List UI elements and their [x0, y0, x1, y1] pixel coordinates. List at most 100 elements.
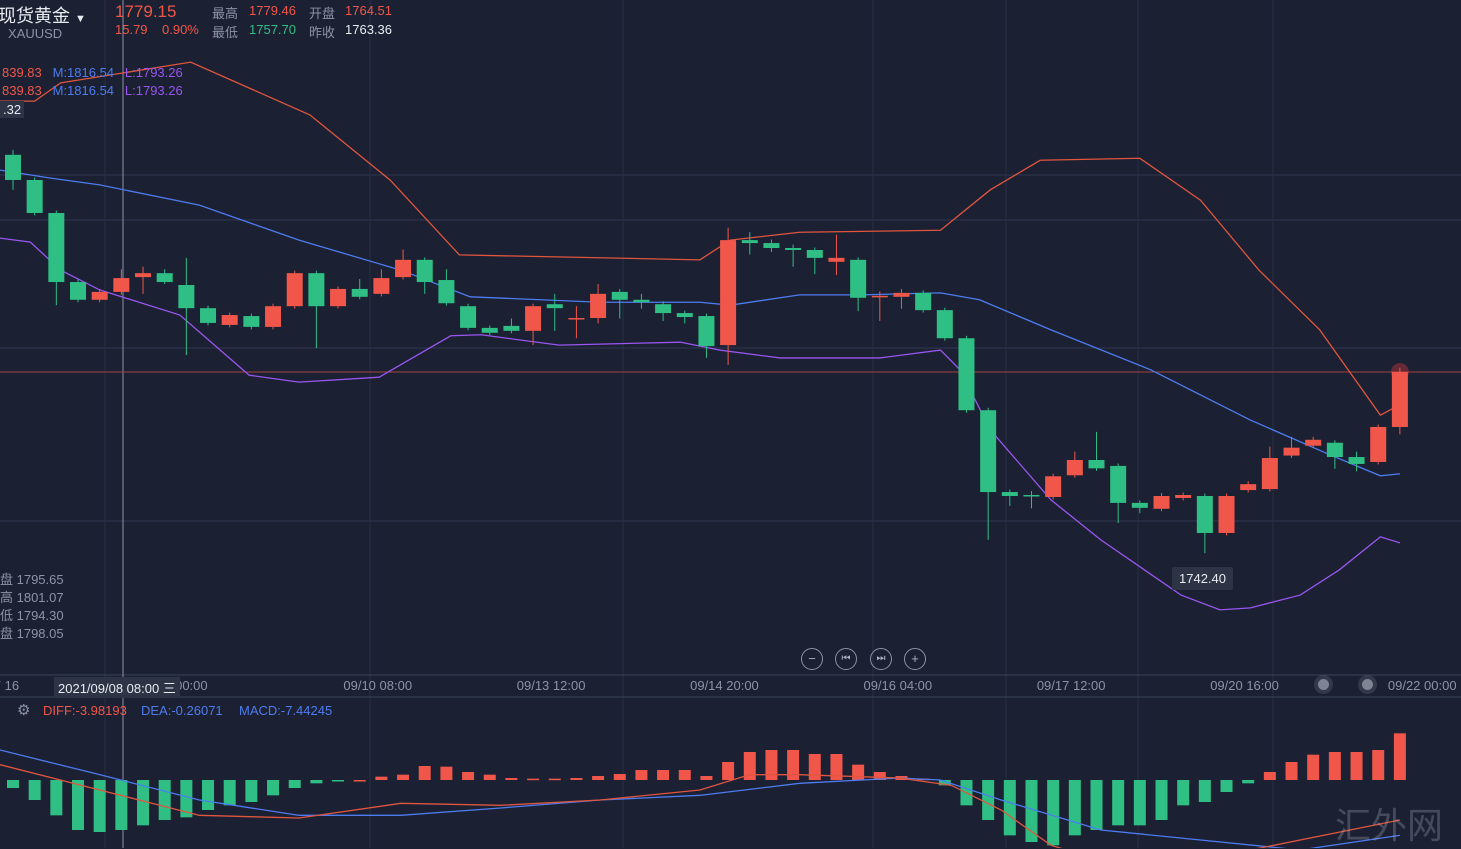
macd-bar — [809, 754, 821, 780]
candle-up — [265, 306, 281, 327]
candle-up — [395, 260, 411, 277]
macd-bar — [397, 775, 409, 780]
candle-up — [828, 258, 844, 262]
candle-down — [807, 250, 823, 258]
scroll-start-button[interactable]: ⏮ — [835, 648, 857, 670]
candle-down — [547, 304, 563, 308]
candle-down — [417, 260, 433, 282]
crosshair-time-label: 2021/09/08 08:00 三 — [54, 677, 180, 698]
candle-up — [135, 273, 151, 277]
high-value: 1779.46 — [249, 3, 296, 18]
macd-bar — [527, 779, 539, 781]
macd-bar — [72, 780, 84, 830]
macd-bar — [462, 772, 474, 780]
macd-bar — [1242, 780, 1254, 783]
macd-bar — [1134, 780, 1146, 825]
zoom-out-button[interactable]: − — [801, 648, 823, 670]
candle-up — [720, 240, 736, 345]
candle-up — [92, 292, 108, 300]
boll-upper-line — [0, 62, 1400, 415]
macd-bar — [787, 750, 799, 780]
candle-down — [243, 316, 259, 327]
symbol-name: 现货黄金 — [0, 6, 70, 26]
macd-bar — [1286, 762, 1298, 780]
boll-lower-line — [0, 238, 1400, 610]
symbol-code: XAUUSD — [8, 26, 62, 41]
candle-up — [1262, 458, 1278, 489]
zoom-in-button[interactable]: + — [904, 648, 926, 670]
candle-down — [958, 338, 974, 410]
macd-bar — [267, 780, 279, 795]
macd-bar — [852, 765, 864, 780]
candle-down — [612, 292, 628, 300]
macd-bar — [159, 780, 171, 820]
macd-bar — [1047, 780, 1059, 845]
macd-bar — [50, 780, 62, 815]
x-axis-tick: 09/16 04:00 — [863, 678, 932, 693]
macd-bar — [657, 770, 669, 780]
macd-bar — [1091, 780, 1103, 830]
macd-bar — [1177, 780, 1189, 805]
readout-low: 低 1794.30 — [0, 605, 64, 624]
last-price: 1779.15 — [115, 2, 176, 22]
macd-bar — [1307, 755, 1319, 780]
macd-bar — [592, 776, 604, 780]
prev-close-label: 昨收 — [309, 22, 335, 41]
macd-bar — [245, 780, 257, 802]
candle-up — [1284, 448, 1300, 456]
candle-down — [1197, 496, 1213, 533]
settings-gear-icon[interactable]: ⚙ — [17, 701, 30, 719]
candle-down — [1349, 457, 1365, 464]
candle-up — [1370, 427, 1386, 462]
macd-dea-value: DEA:-0.26071 — [141, 703, 223, 718]
candle-up — [330, 289, 346, 306]
candle-down — [1132, 503, 1148, 508]
candle-down — [785, 248, 801, 250]
macd-bar — [1199, 780, 1211, 802]
candle-up — [287, 273, 303, 306]
candle-up — [373, 278, 389, 294]
x-axis-tick: 09/22 00:00 — [1388, 678, 1457, 693]
macd-bar — [614, 774, 626, 780]
crosshair-price-label: .32 — [0, 101, 24, 118]
macd-bar — [375, 777, 387, 780]
macd-bar — [29, 780, 41, 800]
candle-down — [157, 273, 173, 282]
scroll-end-button[interactable]: ⏭ — [870, 648, 892, 670]
price-change-pct: 0.90% — [162, 22, 199, 37]
macd-bar — [332, 780, 344, 782]
macd-bar — [1112, 780, 1124, 825]
candle-down — [698, 316, 714, 346]
candle-down — [308, 273, 324, 306]
candle-down — [1110, 466, 1126, 503]
candle-down — [763, 243, 779, 248]
x-axis-tick: 09/20 16:00 — [1210, 678, 1279, 693]
prev-close-value: 1763.36 — [345, 22, 392, 37]
candle-down — [1023, 495, 1039, 497]
candle-up — [1392, 372, 1408, 427]
macd-bar — [1264, 772, 1276, 780]
candle-down — [937, 310, 953, 338]
symbol-selector[interactable]: 现货黄金 ▼ — [0, 2, 86, 28]
macd-bar — [1394, 733, 1406, 780]
candle-down — [1327, 443, 1343, 457]
candle-up — [893, 293, 909, 297]
candle-up — [1305, 440, 1321, 446]
boll-legend-2: 839.83 M:1816.54 L:1793.26 — [2, 83, 183, 98]
scroll-handle-right[interactable] — [1362, 679, 1373, 690]
candle-down — [438, 280, 454, 303]
candle-down — [352, 289, 368, 297]
macd-bar — [419, 766, 431, 780]
scroll-handle-left[interactable] — [1318, 679, 1329, 690]
macd-diff-value: DIFF:-3.98193 — [43, 703, 127, 718]
x-axis-tick: 09/10 08:00 — [343, 678, 412, 693]
low-price-callout: 1742.40 — [1172, 567, 1233, 590]
macd-bar — [1351, 752, 1363, 780]
candle-down — [482, 328, 498, 333]
open-value: 1764.51 — [345, 3, 392, 18]
macd-bar — [700, 776, 712, 780]
candle-down — [1089, 460, 1105, 468]
candle-down — [460, 306, 476, 328]
macd-bar — [679, 770, 691, 780]
